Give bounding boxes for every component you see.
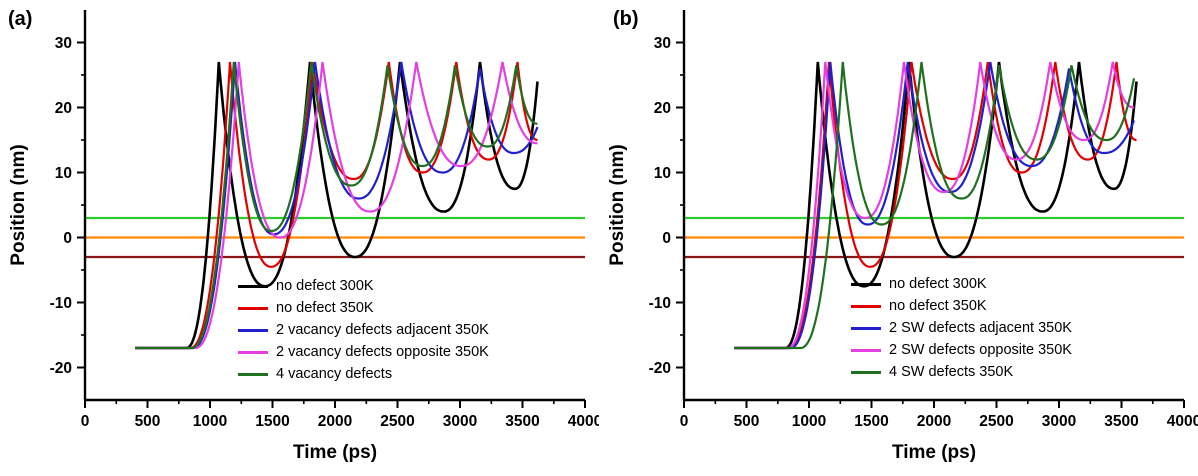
svg-text:4000: 4000: [1167, 413, 1198, 430]
legend-label: 2 vacancy defects adjacent 350K: [276, 322, 489, 338]
legend-line-swatch: [238, 306, 268, 310]
svg-text:0: 0: [680, 413, 689, 430]
chart-panel-a: 0 500 1000 1500 2000 2500 3000 3500 4000 -20 -10 0 1…: [8, 8, 599, 463]
chart-canvas-b: 0 500 1000 1500 2000 2500 3000 3500 4000 -20 -10 0 1…: [607, 10, 1198, 463]
svg-text:Position (nm): Position (nm): [607, 144, 628, 265]
svg-text:30: 30: [55, 35, 72, 52]
panel-label-b: (b): [613, 8, 639, 30]
legend-label: 4 SW defects 350K: [889, 364, 1014, 380]
legend-item: 2 SW defects opposite 350K: [851, 341, 1072, 359]
legend-label: no defect 300K: [276, 278, 374, 294]
svg-text:10: 10: [55, 165, 72, 182]
panel-label-a: (a): [8, 8, 33, 30]
legend-item: 2 SW defects adjacent 350K: [851, 319, 1072, 337]
legend-item: 4 SW defects 350K: [851, 363, 1072, 381]
legend-label: no defect 350K: [276, 300, 374, 316]
legend-item: no defect 300K: [851, 275, 1072, 293]
svg-text:3500: 3500: [1104, 413, 1138, 430]
svg-text:Time (ps): Time (ps): [892, 442, 976, 463]
legend-line-swatch: [238, 284, 268, 288]
svg-text:2000: 2000: [318, 413, 352, 430]
svg-text:10: 10: [654, 165, 671, 182]
svg-text:2000: 2000: [917, 413, 951, 430]
svg-text:1000: 1000: [193, 413, 227, 430]
svg-text:1000: 1000: [792, 413, 826, 430]
legend-label: no defect 350K: [889, 298, 987, 314]
legend-a: no defect 300K no defect 350K 2 vacancy …: [238, 277, 489, 383]
legend-item: 2 vacancy defects adjacent 350K: [238, 321, 489, 339]
svg-text:-20: -20: [649, 360, 671, 377]
legend-line-swatch: [851, 348, 881, 352]
legend-item: 4 vacancy defects: [238, 365, 489, 383]
svg-text:1500: 1500: [255, 413, 289, 430]
legend-line-swatch: [238, 372, 268, 376]
legend-item: no defect 300K: [238, 277, 489, 295]
svg-text:1500: 1500: [854, 413, 888, 430]
svg-text:500: 500: [734, 413, 760, 430]
svg-text:0: 0: [662, 230, 671, 247]
legend-label: 2 SW defects opposite 350K: [889, 342, 1072, 358]
legend-line-swatch: [851, 304, 881, 308]
chart-panel-b: 0 500 1000 1500 2000 2500 3000 3500 4000 -20 -10 0 1…: [599, 0, 1198, 476]
legend-label: 2 vacancy defects opposite 350K: [276, 344, 489, 360]
legend-item: no defect 350K: [238, 299, 489, 317]
legend-line-swatch: [851, 282, 881, 286]
svg-text:500: 500: [135, 413, 161, 430]
svg-text:3000: 3000: [1042, 413, 1076, 430]
svg-text:3000: 3000: [443, 413, 477, 430]
svg-text:-10: -10: [649, 295, 671, 312]
legend-line-swatch: [238, 328, 268, 332]
legend-label: 2 SW defects adjacent 350K: [889, 320, 1072, 336]
chart-canvas-a: 0 500 1000 1500 2000 2500 3000 3500 4000 -20 -10 0 1…: [8, 10, 599, 463]
legend-line-swatch: [851, 326, 881, 330]
svg-text:-10: -10: [50, 295, 72, 312]
legend-line-swatch: [851, 370, 881, 374]
svg-text:3500: 3500: [505, 413, 539, 430]
svg-text:30: 30: [654, 35, 671, 52]
svg-text:-20: -20: [50, 360, 72, 377]
legend-item: no defect 350K: [851, 297, 1072, 315]
legend-line-swatch: [238, 350, 268, 354]
legend-label: 4 vacancy defects: [276, 366, 393, 382]
svg-text:20: 20: [55, 100, 72, 117]
svg-text:20: 20: [654, 100, 671, 117]
svg-text:0: 0: [81, 413, 90, 430]
legend-item: 2 vacancy defects opposite 350K: [238, 343, 489, 361]
svg-text:2500: 2500: [380, 413, 414, 430]
legend-label: no defect 300K: [889, 276, 987, 292]
svg-text:0: 0: [63, 230, 72, 247]
svg-text:Time (ps): Time (ps): [293, 442, 377, 463]
svg-text:4000: 4000: [568, 413, 599, 430]
svg-text:2500: 2500: [979, 413, 1013, 430]
svg-text:Position (nm): Position (nm): [8, 144, 29, 265]
legend-b: no defect 300K no defect 350K 2 SW defec…: [851, 275, 1072, 381]
